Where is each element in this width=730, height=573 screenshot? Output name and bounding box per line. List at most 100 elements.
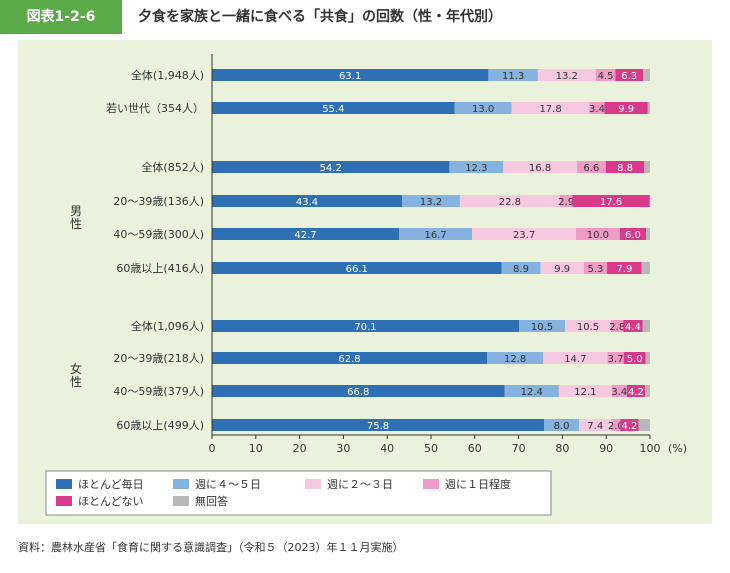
bar-segment [454, 102, 512, 114]
category-label: 60歳以上(416人) [116, 262, 204, 275]
bar-segment [645, 385, 650, 397]
figure-tag: 図表1-2-6 [0, 0, 122, 34]
data-label: 4.5 [598, 71, 614, 82]
figure-header: 図表1-2-6 夕食を家族と一緒に食べる「共食」の回数（性・年代別） [0, 0, 730, 34]
data-label: 4.2 [621, 421, 637, 432]
legend-label: ほとんど毎日 [78, 478, 144, 491]
bar-segment [638, 419, 650, 431]
legend-swatch [305, 479, 321, 489]
x-tick-label: 50 [424, 442, 438, 455]
data-label: 13.2 [556, 71, 578, 82]
data-label: 4.4 [625, 322, 641, 333]
bar-segment [619, 228, 647, 240]
data-label: 13.0 [472, 104, 494, 115]
bar-segment [565, 320, 612, 332]
data-label: 75.8 [367, 421, 389, 432]
category-label: 60歳以上(499人) [116, 419, 204, 432]
category-label: 20～39歳(136人) [113, 195, 204, 208]
data-label: 10.0 [587, 230, 609, 241]
bar-segment [642, 320, 650, 332]
bar-segment [449, 161, 504, 173]
x-tick-label: 20 [293, 442, 307, 455]
figure-title: 夕食を家族と一緒に食べる「共食」の回数（性・年代別） [138, 9, 502, 25]
legend-swatch [56, 496, 72, 506]
x-tick-label: 90 [599, 442, 613, 455]
bar-segment [583, 262, 608, 274]
bar-segment [620, 419, 639, 431]
bar-segment [212, 419, 545, 431]
bar-segment [488, 69, 538, 81]
data-label: 7.9 [616, 264, 632, 275]
group-label: 男 [70, 204, 82, 218]
bar-segment [212, 228, 400, 240]
category-label: 20～39歳(218人) [113, 352, 204, 365]
bar-segment [544, 419, 580, 431]
data-label: 12.3 [465, 163, 487, 174]
bar-segment [540, 262, 584, 274]
data-label: 11.3 [502, 71, 524, 82]
legend-label: 週に２～３日 [327, 478, 393, 491]
bar-segment [605, 161, 645, 173]
bar-segment [604, 102, 648, 114]
data-label: 2.9 [558, 197, 574, 208]
source-note: 資料：農林水産省「食育に関する意識調査」（令和５（2023）年１１月実施） [18, 541, 404, 554]
x-tick-label: 70 [512, 442, 526, 455]
bar-segment [212, 102, 455, 114]
bar-segment [399, 228, 473, 240]
data-label: 3.4 [589, 104, 605, 115]
x-tick-label: 100 [640, 442, 661, 455]
data-label: 43.4 [296, 197, 318, 208]
data-label: 23.7 [513, 230, 535, 241]
legend-label: 無回答 [195, 494, 228, 508]
legend-label: ほとんどない [78, 495, 143, 508]
bar-segment [626, 385, 646, 397]
data-label: 10.5 [531, 322, 553, 333]
data-label: 10.5 [577, 322, 599, 333]
stacked-bar-chart: 全体(1,948人) 若い世代（354人） 全体(852人) 20～39歳(136人)… [45, 54, 687, 516]
data-label: 9.9 [618, 104, 634, 115]
bar-segment [646, 228, 650, 240]
data-label: 42.7 [294, 230, 316, 241]
x-tick-label: 10 [249, 442, 263, 455]
bar-segment [645, 352, 650, 364]
data-label: 17.6 [600, 197, 622, 208]
bar-segment [212, 195, 403, 207]
data-label: 6.0 [625, 230, 641, 241]
data-label: 4.2 [628, 387, 644, 398]
data-label: 2.0 [608, 421, 624, 432]
data-label: 3.4 [611, 387, 627, 398]
legend-box [45, 470, 552, 516]
data-label: 17.8 [539, 104, 561, 115]
bar-segment [501, 262, 541, 274]
bar-segment [572, 195, 650, 207]
bar-segment [611, 385, 627, 397]
x-axis-unit: (%) [668, 442, 687, 455]
bar-segment [607, 262, 642, 274]
group-label: 性 [70, 375, 82, 389]
data-label: 9.9 [554, 264, 570, 275]
bar-segment [589, 102, 605, 114]
bar-segment [459, 195, 560, 207]
bar-segment [644, 161, 650, 173]
bar-segment [641, 262, 650, 274]
bar-segment [212, 161, 450, 173]
data-label: 66.1 [346, 264, 368, 275]
data-label: 12.8 [504, 354, 526, 365]
data-label: 14.7 [564, 354, 586, 365]
category-label: 全体(852人) [141, 160, 204, 174]
bar-segment [623, 320, 643, 332]
data-label: 3.7 [608, 354, 624, 365]
bar-segment [647, 102, 650, 114]
bar-segment [504, 385, 559, 397]
bar-segment [503, 161, 577, 173]
data-label: 5.3 [588, 264, 604, 275]
x-tick-label: 0 [209, 442, 216, 455]
legend-swatch [173, 496, 189, 506]
category-label: 40～59歳(379人) [113, 385, 204, 398]
bar-segment [402, 195, 460, 207]
data-label: 16.8 [529, 163, 551, 174]
group-label: 性 [70, 217, 82, 231]
data-label: 70.1 [354, 322, 376, 333]
data-label: 54.2 [320, 163, 342, 174]
bar-segment [511, 102, 590, 114]
